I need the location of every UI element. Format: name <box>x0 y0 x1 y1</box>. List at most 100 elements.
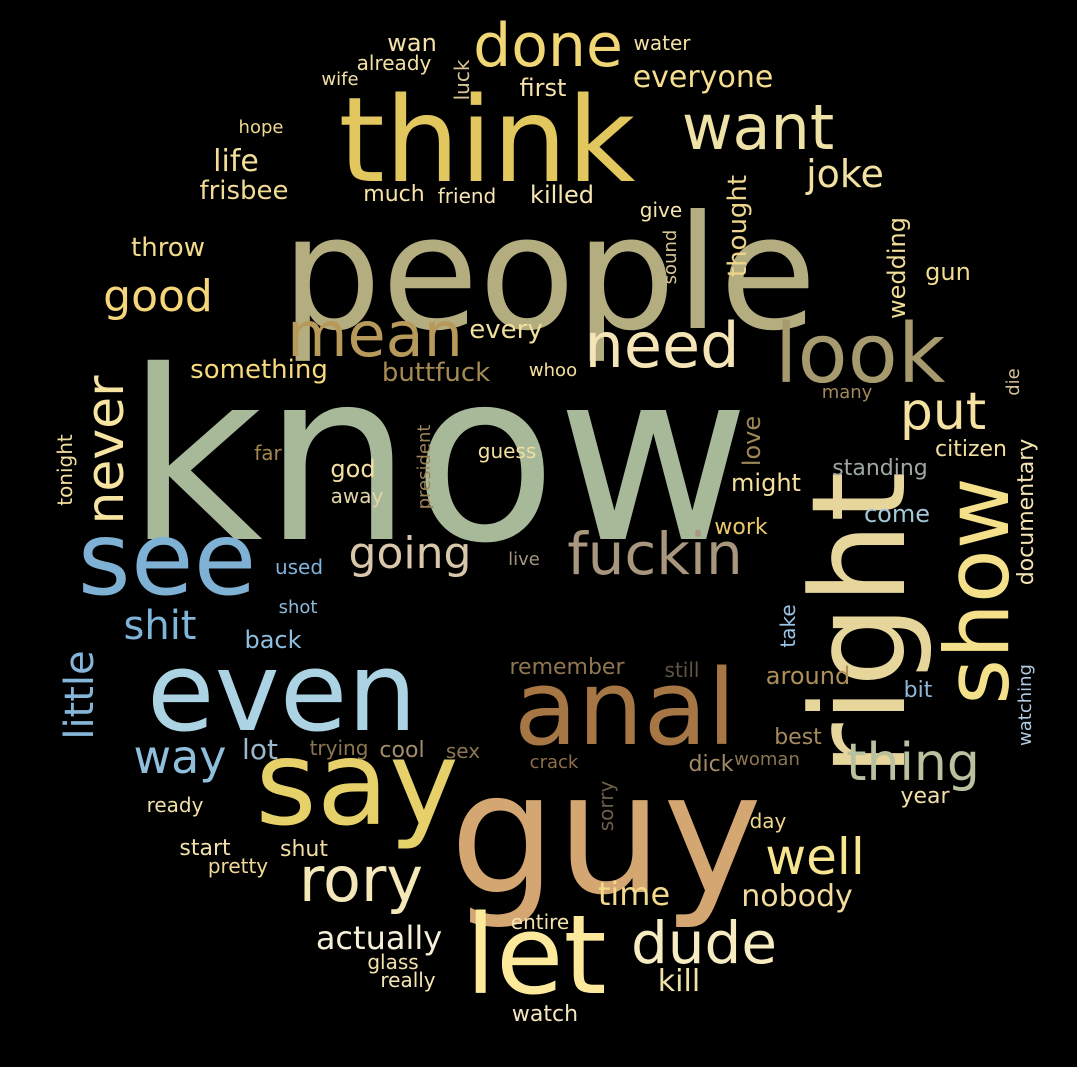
word-people: people <box>281 182 817 366</box>
word-see: see <box>77 500 257 619</box>
word-might: might <box>731 469 801 497</box>
word-back: back <box>244 626 302 654</box>
word-shut: shut <box>280 837 328 862</box>
word-guess: guess <box>477 439 537 463</box>
word-glass: glass <box>367 950 419 974</box>
word-first: first <box>519 74 567 102</box>
word-come: come <box>863 500 931 528</box>
word-joke: joke <box>806 152 884 196</box>
word-ready: ready <box>146 793 204 817</box>
word-much: much <box>363 182 425 207</box>
word-thing: thing <box>846 733 980 793</box>
word-away: away <box>330 484 384 508</box>
word-still: still <box>664 658 700 682</box>
word-time: time <box>597 875 671 913</box>
word-wife: wife <box>321 69 359 90</box>
word-luck: luck <box>450 59 474 101</box>
word-shit: shit <box>123 603 197 649</box>
word-year: year <box>900 784 950 809</box>
word-watching: watching <box>1015 664 1036 746</box>
word-trying: trying <box>309 736 369 760</box>
word-tonight: tonight <box>53 434 77 506</box>
word-good: good <box>103 271 213 322</box>
word-kill: kill <box>657 964 701 999</box>
word-water: water <box>633 31 691 55</box>
word-sound: sound <box>660 229 681 285</box>
word-shot: shot <box>278 597 318 618</box>
word-little: little <box>57 650 103 740</box>
word-sorry: sorry <box>594 780 618 832</box>
word-love: love <box>738 415 766 467</box>
word-day: day <box>749 809 787 833</box>
word-going: going <box>348 528 472 579</box>
word-buttfuck: buttfuck <box>381 358 491 388</box>
word-really: really <box>380 968 436 992</box>
word-say: say <box>255 714 459 852</box>
word-look: look <box>774 307 946 402</box>
word-know: know <box>126 320 750 595</box>
word-far: far <box>254 441 282 465</box>
word-friend: friend <box>437 184 497 208</box>
word-woman: woman <box>734 749 800 770</box>
word-nobody: nobody <box>741 879 853 914</box>
word-used: used <box>274 555 324 579</box>
word-even: even <box>146 628 418 756</box>
word-well: well <box>765 828 865 886</box>
word-way: way <box>133 730 227 784</box>
word-frisbee: frisbee <box>199 176 289 206</box>
word-cool: cool <box>379 738 425 763</box>
word-president: president <box>414 424 435 510</box>
word-bit: bit <box>903 678 933 703</box>
word-thought: thought <box>723 174 753 278</box>
word-crack: crack <box>529 752 579 773</box>
word-show: show <box>926 477 1029 705</box>
word-dude: dude <box>630 909 778 977</box>
word-fuckin: fuckin <box>567 520 743 588</box>
word-god: god <box>330 455 376 483</box>
word-throw: throw <box>131 233 205 263</box>
word-already: already <box>356 51 432 75</box>
word-take: take <box>776 604 800 648</box>
word-put: put <box>899 382 987 442</box>
word-wedding: wedding <box>883 217 911 319</box>
word-watch: watch <box>511 1002 579 1027</box>
word-anal: anal <box>513 647 737 769</box>
word-best: best <box>774 725 822 750</box>
word-start: start <box>179 836 231 861</box>
word-sex: sex <box>445 739 481 763</box>
word-mean: mean <box>287 298 463 371</box>
word-every: every <box>469 315 543 345</box>
word-remember: remember <box>509 655 625 680</box>
word-documentary: documentary <box>1014 438 1039 586</box>
word-citizen: citizen <box>935 437 1007 462</box>
word-want: want <box>681 91 835 164</box>
word-need: need <box>584 309 740 382</box>
word-actually: actually <box>315 919 443 957</box>
word-wan: wan <box>387 29 437 57</box>
word-think: think <box>338 71 636 209</box>
word-done: done <box>473 11 623 81</box>
word-guy: guy <box>449 736 763 932</box>
word-give: give <box>639 198 683 222</box>
word-gun: gun <box>925 258 971 286</box>
word-whoo: whoo <box>528 360 578 381</box>
word-hope: hope <box>238 117 284 138</box>
word-pretty: pretty <box>207 854 269 878</box>
word-work: work <box>714 515 768 540</box>
word-life: life <box>213 144 259 179</box>
word-many: many <box>821 382 873 403</box>
word-around: around <box>765 662 851 690</box>
word-let: let <box>465 891 607 1019</box>
word-killed: killed <box>530 181 594 209</box>
word-lot: lot <box>242 733 278 766</box>
word-die: die <box>1003 368 1024 396</box>
word-rory: rory <box>298 843 424 916</box>
word-entire: entire <box>510 910 570 934</box>
word-something: something <box>190 355 328 385</box>
word-never: never <box>76 375 136 525</box>
word-everyone: everyone <box>632 60 774 95</box>
word-dick: dick <box>688 752 734 777</box>
word-live: live <box>508 549 540 570</box>
word-standing: standing <box>832 456 928 481</box>
